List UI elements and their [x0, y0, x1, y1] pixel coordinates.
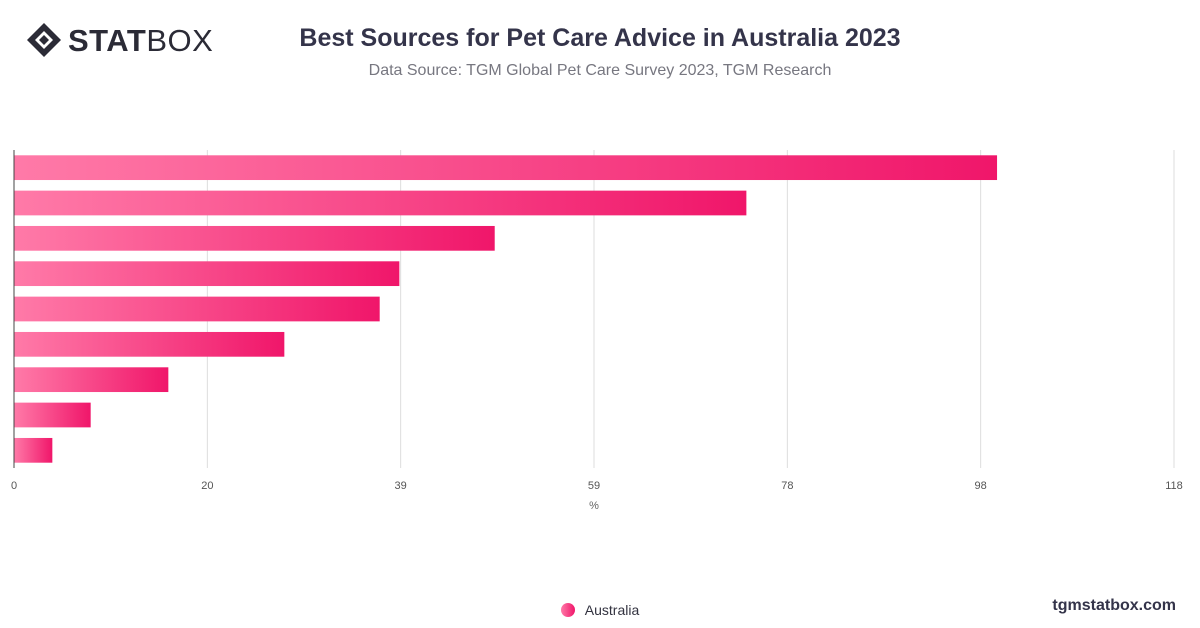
x-axis-ticks: 0 20 39 59 78 98 118 [11, 480, 1183, 492]
bar[interactable] [14, 331, 285, 357]
bar[interactable] [14, 261, 400, 287]
bar[interactable] [14, 402, 91, 428]
x-axis-label: % [589, 500, 599, 512]
x-tick-label: 78 [781, 480, 793, 492]
statbox-logo: STATBOX [26, 22, 213, 58]
logo-wordmark: STATBOX [68, 25, 213, 56]
x-tick-label: 0 [11, 480, 17, 492]
legend-label[interactable]: Australia [584, 602, 640, 618]
x-tick-label: 98 [975, 480, 987, 492]
bars [14, 155, 998, 463]
statbox-diamond-icon [27, 23, 61, 57]
bar[interactable] [14, 190, 747, 216]
logo-wordmark-bold: STAT [68, 22, 147, 58]
x-tick-label: 118 [1165, 480, 1183, 492]
legend: Australia [0, 602, 1200, 618]
bar[interactable] [14, 367, 169, 393]
logo-wordmark-light: BOX [146, 22, 214, 58]
bar[interactable] [14, 437, 53, 463]
footer-site-label: tgmstatbox.com [1052, 597, 1176, 614]
chart-title: Best Sources for Pet Care Advice in Aust… [299, 24, 901, 52]
x-tick-label: 20 [201, 480, 213, 492]
bar[interactable] [14, 155, 998, 181]
x-tick-label: 39 [395, 480, 407, 492]
x-tick-label: 59 [588, 480, 600, 492]
legend-marker[interactable] [560, 603, 575, 617]
bar[interactable] [14, 296, 380, 322]
chart-subtitle: Data Source: TGM Global Pet Care Survey … [368, 62, 832, 79]
bar[interactable] [14, 225, 495, 251]
